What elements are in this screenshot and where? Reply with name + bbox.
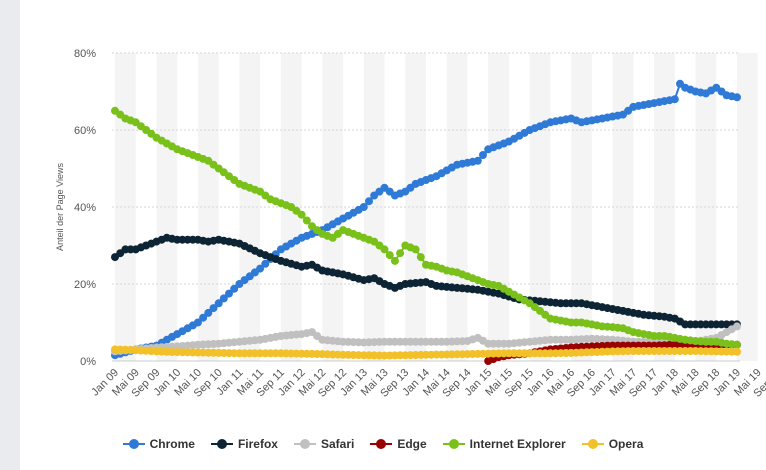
chrome-point[interactable] bbox=[479, 151, 487, 159]
legend-label: Safari bbox=[320, 437, 355, 451]
legend-marker bbox=[122, 439, 145, 449]
legend-label: Chrome bbox=[149, 437, 195, 451]
y-tick-label: 0% bbox=[80, 356, 96, 368]
chart-card bbox=[20, 0, 766, 470]
internet-explorer-point[interactable] bbox=[411, 245, 420, 254]
chrome-point[interactable] bbox=[204, 308, 213, 317]
legend-item-chrome[interactable]: Chrome bbox=[122, 434, 195, 454]
background-band bbox=[737, 53, 758, 361]
legend-marker bbox=[210, 439, 233, 449]
chrome-point[interactable] bbox=[359, 203, 368, 211]
background-band bbox=[156, 53, 178, 361]
legend-item-edge[interactable]: Edge bbox=[370, 434, 427, 454]
chrome-point[interactable] bbox=[230, 284, 239, 293]
chrome-point[interactable] bbox=[214, 299, 223, 308]
chrome-point[interactable] bbox=[193, 318, 202, 327]
safari-point[interactable] bbox=[733, 322, 741, 331]
legend-item-firefox[interactable]: Firefox bbox=[210, 434, 278, 454]
y-tick-label: 40% bbox=[74, 202, 96, 214]
chrome-point[interactable] bbox=[219, 294, 228, 303]
legend-marker bbox=[442, 439, 465, 449]
chrome-point[interactable] bbox=[365, 197, 373, 206]
chrome-point[interactable] bbox=[209, 304, 218, 313]
chrome-point[interactable] bbox=[670, 95, 679, 104]
legend-item-safari[interactable]: Safari bbox=[293, 434, 355, 454]
side-tool-button[interactable] bbox=[760, 140, 766, 166]
legend-item-opera[interactable]: Opera bbox=[581, 434, 644, 454]
legend-label: Internet Explorer bbox=[469, 437, 566, 451]
opera-point[interactable] bbox=[733, 347, 741, 356]
side-tool-button[interactable] bbox=[760, 90, 766, 116]
y-tick-label: 60% bbox=[74, 125, 96, 137]
internet-explorer-point[interactable] bbox=[302, 216, 311, 225]
series-internet-explorer[interactable] bbox=[111, 106, 741, 349]
y-tick-label: 20% bbox=[74, 279, 96, 291]
legend-item-internet-explorer[interactable]: Internet Explorer bbox=[442, 434, 566, 454]
chrome-point[interactable] bbox=[225, 289, 233, 298]
internet-explorer-point[interactable] bbox=[416, 253, 425, 262]
chrome-point[interactable] bbox=[199, 313, 208, 322]
internet-explorer-point[interactable] bbox=[385, 251, 394, 260]
chrome-point[interactable] bbox=[256, 264, 265, 273]
legend-marker bbox=[370, 439, 393, 449]
legend-marker bbox=[581, 439, 604, 449]
internet-explorer-point[interactable] bbox=[733, 340, 741, 349]
series-firefox[interactable] bbox=[111, 233, 741, 329]
y-axis-label: Anteil der Page Views bbox=[55, 163, 65, 251]
series-opera[interactable] bbox=[111, 345, 741, 360]
chrome-point[interactable] bbox=[261, 259, 270, 268]
side-tool-button[interactable] bbox=[760, 40, 766, 66]
internet-explorer-point[interactable] bbox=[390, 256, 399, 265]
internet-explorer-point[interactable] bbox=[297, 210, 306, 219]
legend: Chrome Firefox Safari Edge Internet Explorer… bbox=[0, 434, 766, 454]
legend-label: Opera bbox=[608, 437, 644, 451]
legend-label: Edge bbox=[397, 437, 427, 451]
legend-label: Firefox bbox=[237, 437, 278, 451]
legend-marker bbox=[293, 439, 316, 449]
internet-explorer-point[interactable] bbox=[380, 245, 389, 254]
y-tick-label: 80% bbox=[74, 48, 96, 60]
chrome-point[interactable] bbox=[473, 156, 482, 165]
internet-explorer-point[interactable] bbox=[396, 249, 405, 258]
chrome-point[interactable] bbox=[733, 93, 741, 102]
